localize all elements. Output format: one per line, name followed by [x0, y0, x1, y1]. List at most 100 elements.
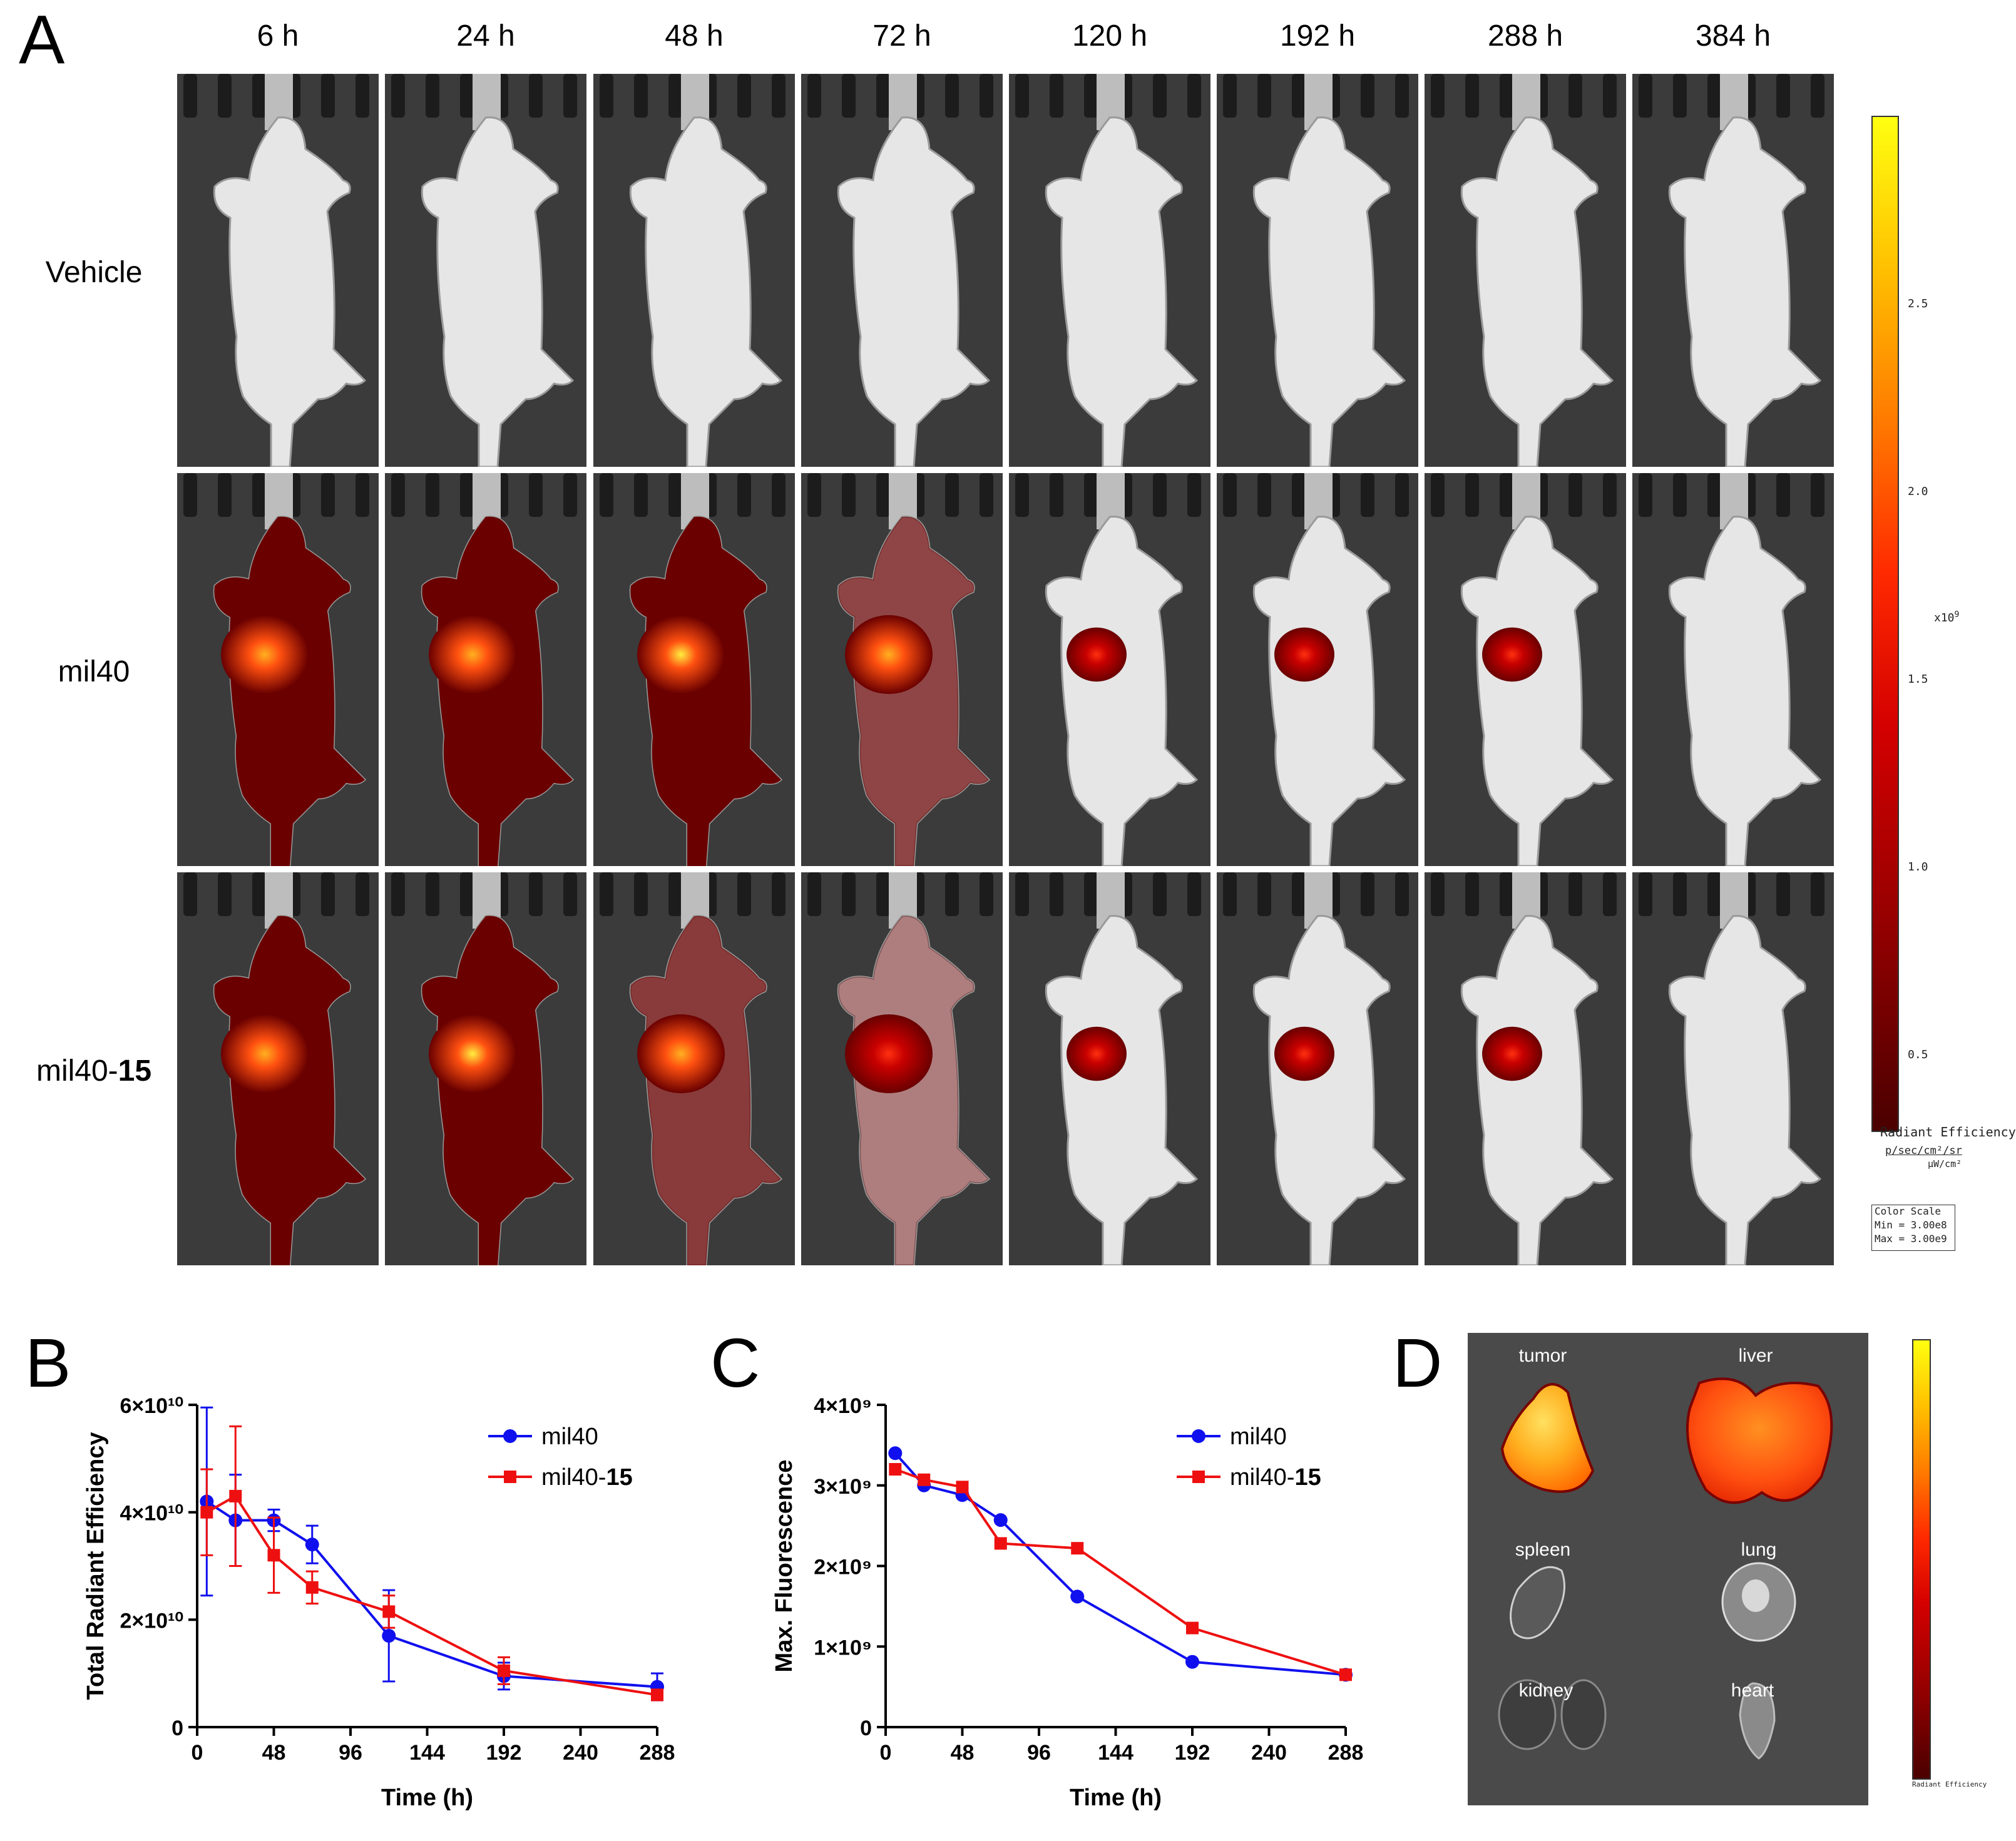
x-tick-label: 240	[563, 1741, 598, 1765]
panel-d-letter: D	[1393, 1325, 1443, 1402]
legend-label: mil40	[1230, 1424, 1287, 1450]
imaging-cell	[1632, 872, 1834, 1265]
row-label: mil40	[58, 655, 130, 688]
legend-marker	[1192, 1471, 1205, 1483]
panel-c-chart: 0 1×10⁹ 2×10⁹ 3×10⁹ 4×10⁹ 0 48 96 144 192 240 288 Ti…	[771, 1394, 1364, 1811]
panel-d-colorbar-title: Radiant Efficiency	[1912, 1780, 1987, 1788]
x-tick-label: 48	[951, 1741, 975, 1765]
data-point	[1186, 1621, 1199, 1634]
imaging-cell	[385, 74, 586, 467]
timepoint-header: 24 h	[456, 19, 515, 53]
kidney-organ	[1498, 1679, 1557, 1750]
organ-label-heart: heart	[1731, 1680, 1774, 1701]
organ-label-kidney: kidney	[1518, 1680, 1573, 1701]
tumor-organ	[1500, 1383, 1595, 1493]
imaging-cell	[1425, 872, 1626, 1265]
organ-label-spleen: spleen	[1515, 1539, 1571, 1560]
data-point	[1070, 1589, 1085, 1604]
data-point	[267, 1549, 280, 1562]
panel-c-letter: C	[710, 1325, 760, 1402]
color-scale-max: Max = 3.00e9	[1875, 1233, 1947, 1245]
colorbar-gradient	[1871, 116, 1899, 1132]
data-point	[382, 1629, 396, 1643]
colorbar-tick: 1.0	[1908, 860, 1928, 874]
colorbar-title: Radiant Efficiency	[1880, 1124, 2016, 1140]
organ-label-liver: liver	[1738, 1345, 1773, 1366]
heart-organ	[1739, 1682, 1776, 1760]
imaging-cell	[385, 872, 586, 1265]
data-point	[994, 1537, 1007, 1550]
timepoint-header: 192 h	[1279, 19, 1356, 53]
data-point	[918, 1473, 931, 1486]
imaging-cell	[593, 74, 795, 467]
panel-b-chart: 0 2×10¹⁰ 4×10¹⁰ 6×10¹⁰ 0 48 96 144 192 240 288 Time…	[83, 1394, 675, 1811]
timepoint-header: 6 h	[257, 19, 299, 53]
y-tick-label: 1×10⁹	[814, 1636, 872, 1660]
colorbar-tick: 1.5	[1908, 673, 1928, 686]
panel-a-colorbar: 2.5 2.0 1.5 1.0 0.5 x109 Radiant Efficie…	[1871, 116, 2016, 1267]
organ-image-graphic	[1498, 1377, 1833, 1760]
organ-label-lung: lung	[1741, 1539, 1777, 1560]
imaging-cell	[1009, 872, 1210, 1265]
x-tick-label: 0	[192, 1741, 203, 1765]
timepoint-header: 48 h	[665, 19, 724, 53]
imaging-cell	[801, 473, 1003, 866]
data-point	[888, 1446, 903, 1461]
x-tick-label: 96	[1027, 1741, 1051, 1765]
row-label: mil40-15	[36, 1054, 152, 1088]
data-point	[200, 1506, 213, 1519]
y-tick-label: 0	[860, 1716, 872, 1740]
legend-label: mil40-15	[541, 1464, 633, 1491]
legend-marker	[1192, 1429, 1205, 1443]
x-tick-label: 288	[1328, 1741, 1364, 1765]
colorbar-tick: 2.0	[1908, 485, 1928, 498]
y-tick-label: 3×10⁹	[814, 1475, 872, 1499]
imaging-cell	[1632, 74, 1834, 467]
imaging-cell	[593, 872, 795, 1265]
timepoint-header: 72 h	[872, 19, 931, 53]
x-axis-label: Time (h)	[1070, 1785, 1162, 1811]
liver-organ	[1686, 1377, 1833, 1504]
panel-a-letter: A	[19, 1, 65, 78]
legend-label: mil40-15	[1230, 1464, 1321, 1491]
imaging-cell	[1425, 473, 1626, 866]
panel-d-colorbar	[1912, 1339, 1931, 1780]
timepoint-header: 384 h	[1695, 19, 1771, 53]
legend-marker	[504, 1471, 516, 1483]
imaging-cell	[177, 74, 379, 467]
x-tick-label: 192	[486, 1741, 522, 1765]
timepoint-header: 288 h	[1487, 19, 1563, 53]
imaging-cell	[1009, 473, 1210, 866]
data-point	[1339, 1668, 1352, 1681]
colorbar-units-num: p/sec/cm²/sr	[1885, 1145, 1962, 1157]
legend-label: mil40	[541, 1424, 598, 1450]
x-tick-label: 96	[339, 1741, 362, 1765]
colorbar-tick: 2.5	[1908, 297, 1928, 310]
data-point	[1185, 1655, 1199, 1669]
timepoint-header: 120 h	[1072, 19, 1148, 53]
x-tick-label: 288	[640, 1741, 675, 1765]
spleen-organ	[1510, 1566, 1565, 1640]
data-point	[382, 1605, 396, 1618]
data-point	[889, 1463, 902, 1476]
y-tick-label: 4×10⁹	[814, 1394, 872, 1418]
row-label: Vehicle	[45, 256, 143, 289]
color-scale-min: Min = 3.00e8	[1875, 1219, 1947, 1231]
y-tick-label: 2×10⁹	[814, 1556, 872, 1579]
data-point	[1071, 1542, 1084, 1555]
x-tick-label: 144	[1098, 1741, 1133, 1765]
data-point	[305, 1581, 319, 1594]
x-axis-label: Time (h)	[381, 1785, 473, 1811]
legend-marker	[503, 1429, 517, 1443]
imaging-cell	[1425, 74, 1626, 467]
x-tick-label: 240	[1251, 1741, 1287, 1765]
colorbar-tick: 0.5	[1908, 1048, 1928, 1061]
y-axis-label: Max. Fluorescence	[771, 1459, 797, 1672]
y-tick-label: 0	[171, 1716, 183, 1740]
imaging-cell	[801, 872, 1003, 1265]
organ-label-tumor: tumor	[1518, 1345, 1567, 1366]
y-axis-label: Total Radiant Efficiency	[83, 1432, 109, 1700]
x-tick-label: 144	[409, 1741, 445, 1765]
y-tick-label: 2×10¹⁰	[120, 1609, 183, 1633]
imaging-cell	[177, 473, 379, 866]
